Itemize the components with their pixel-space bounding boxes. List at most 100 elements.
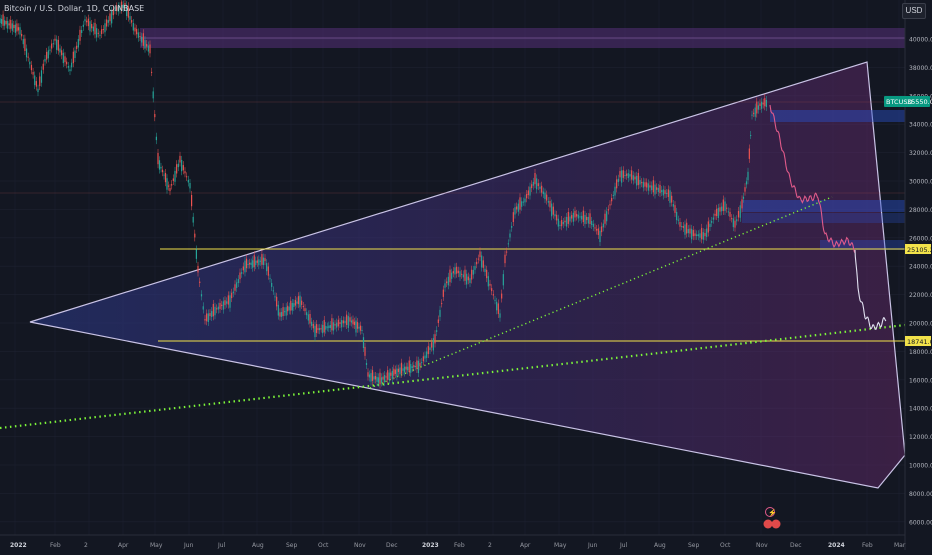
candle-body xyxy=(727,211,729,213)
candle-body xyxy=(276,296,278,307)
candle-body xyxy=(474,266,476,270)
candle-body xyxy=(694,233,696,236)
candle-body xyxy=(647,183,649,191)
candle-body xyxy=(572,212,574,222)
candle-body xyxy=(241,272,243,274)
candle-body xyxy=(331,318,333,331)
candle-body xyxy=(11,23,13,31)
candle-body xyxy=(624,174,626,176)
candle-body xyxy=(8,23,10,26)
candle-body xyxy=(129,16,131,20)
candle-body xyxy=(272,290,274,292)
ticker-price-badge xyxy=(884,96,930,107)
candle-body xyxy=(614,186,616,196)
price-tick: 30000.00 xyxy=(909,179,932,186)
candle-body xyxy=(757,105,759,110)
time-axis[interactable]: 2022 Feb 2 Apr May Jun Jul Aug Sep Oct Nov Dec 2023 F… xyxy=(10,542,906,549)
candle-body xyxy=(379,372,381,385)
flag-icon[interactable] xyxy=(763,519,773,529)
candle-body xyxy=(304,308,306,312)
candle-body xyxy=(21,33,23,37)
candle-body xyxy=(748,148,750,159)
flag-icon-secondary[interactable] xyxy=(771,519,781,529)
candle-body xyxy=(701,227,703,240)
candle-body xyxy=(662,189,664,196)
candle-body xyxy=(671,195,673,203)
time-label: Aug xyxy=(654,542,666,549)
candle-body xyxy=(622,170,624,178)
candle-body xyxy=(489,283,491,286)
candle-body xyxy=(362,337,365,349)
candle-body xyxy=(604,213,606,224)
candle-body xyxy=(290,300,292,311)
lightning-icon[interactable] xyxy=(765,507,775,517)
candle-body xyxy=(447,276,449,286)
candle-body xyxy=(704,232,706,237)
candle-body xyxy=(350,320,353,323)
candle-body xyxy=(764,98,766,107)
candle-body xyxy=(274,296,276,298)
time-label: Feb xyxy=(862,542,873,549)
candle-body xyxy=(184,171,186,174)
candle-body xyxy=(466,273,468,285)
time-label: Oct xyxy=(720,542,731,549)
candle-body xyxy=(641,182,643,184)
candle-body xyxy=(280,312,283,317)
candle-body xyxy=(169,188,171,192)
candle-body xyxy=(394,369,396,374)
candle-body xyxy=(666,193,668,195)
candle-body xyxy=(296,301,298,304)
projection-path-pink xyxy=(769,104,856,254)
candle-body xyxy=(526,193,528,199)
candle-body xyxy=(52,43,54,45)
candle-body xyxy=(427,346,429,355)
candle-body xyxy=(62,52,64,64)
candle-body xyxy=(119,6,121,10)
candle-body xyxy=(94,22,96,35)
trendline-long[interactable] xyxy=(0,323,906,430)
candle-body xyxy=(511,225,513,228)
candle-body xyxy=(442,289,444,297)
candle-body xyxy=(651,185,653,191)
price-tick: 10000.00 xyxy=(909,463,932,470)
candle-body xyxy=(121,1,123,10)
candle-body xyxy=(522,201,524,203)
supply-zone-3 xyxy=(742,213,905,223)
currency-button[interactable]: USD xyxy=(902,3,926,19)
candle-body xyxy=(667,189,669,198)
level-high-badge xyxy=(905,244,931,254)
candle-body xyxy=(487,276,489,287)
candle-body xyxy=(167,185,170,187)
symbol-title: Bitcoin / U.S. Dollar, 1D, COINBASE xyxy=(4,4,145,13)
candle-body xyxy=(546,194,548,201)
candle-body xyxy=(519,197,521,210)
candle-body xyxy=(469,278,471,283)
time-label: Jun xyxy=(587,542,598,549)
candle-body xyxy=(336,322,338,328)
candle-body xyxy=(293,303,295,308)
candle-body xyxy=(716,208,718,217)
trendline-short[interactable] xyxy=(369,196,833,389)
candle-body xyxy=(49,49,51,51)
candle-body xyxy=(91,23,93,29)
candle-body xyxy=(211,311,213,318)
candle-body xyxy=(299,295,301,308)
candle-body xyxy=(325,325,327,330)
candle-body xyxy=(82,24,84,27)
ticker-label: BTCUSD xyxy=(886,98,912,106)
candle-body xyxy=(582,210,584,223)
candle-body xyxy=(226,301,228,304)
candle-body xyxy=(589,213,591,225)
candle-body xyxy=(126,5,128,16)
candle-body xyxy=(277,304,279,316)
candle-body xyxy=(200,294,203,297)
candle-body xyxy=(506,251,508,253)
candle-body xyxy=(262,257,265,266)
candle-body xyxy=(29,61,31,65)
candle-body xyxy=(109,13,111,22)
candle-body xyxy=(17,27,20,31)
candle-body xyxy=(253,255,255,268)
candle-body xyxy=(163,174,165,176)
